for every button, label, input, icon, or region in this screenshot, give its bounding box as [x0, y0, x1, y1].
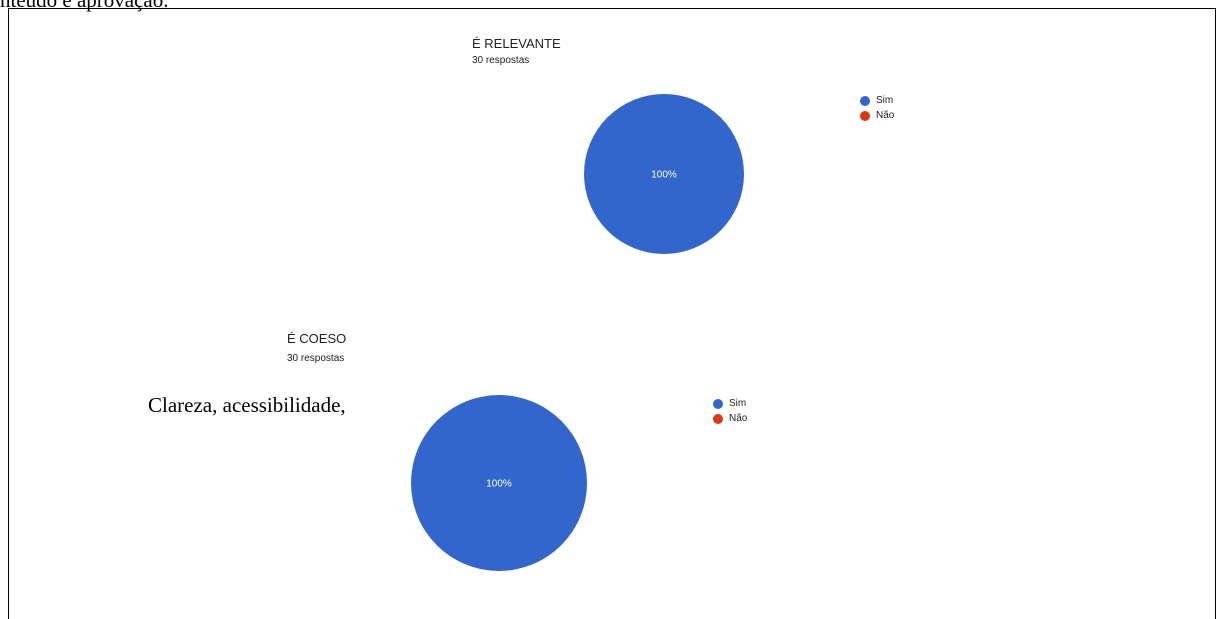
pie-slice-sim[interactable]: [584, 94, 744, 254]
chart-2-legend-item-sim[interactable]: Sim: [713, 396, 747, 411]
pie-data-label: 100%: [651, 170, 677, 181]
document-top-text: nteúdo e aprovação.: [0, 0, 169, 12]
chart-2-legend-item-nao[interactable]: Não: [713, 411, 747, 426]
chart-1-legend-item-nao[interactable]: Não: [860, 108, 894, 123]
chart-1-title: É RELEVANTE: [472, 36, 561, 51]
chart-2-subtitle: 30 respostas: [287, 353, 345, 364]
pie-slice-sim[interactable]: [411, 395, 587, 571]
screenshot-frame: [8, 8, 1216, 619]
chart-1-subtitle: 30 respostas: [472, 55, 530, 66]
chart-2-pie: 100%: [411, 395, 587, 571]
legend-sim-swatch: [860, 95, 870, 106]
chart-2-legend: Sim Não: [713, 396, 747, 426]
legend-label: Sim: [729, 398, 747, 409]
chart-1-legend-item-sim[interactable]: Sim: [860, 93, 894, 108]
pie-data-label: 100%: [486, 479, 512, 490]
chart-1-legend: Sim Não: [860, 93, 894, 123]
legend-label: Sim: [876, 95, 894, 106]
legend-sim-swatch: [713, 398, 723, 409]
legend-nao-swatch: [713, 413, 723, 424]
legend-nao-swatch: [860, 110, 870, 121]
chart-2-title: É COESO: [287, 331, 347, 346]
legend-label: Não: [729, 413, 748, 424]
chart-1-pie: 100%: [584, 94, 744, 254]
document-body-text: Clareza, acessibilidade,: [148, 393, 346, 417]
legend-label: Não: [876, 110, 895, 121]
